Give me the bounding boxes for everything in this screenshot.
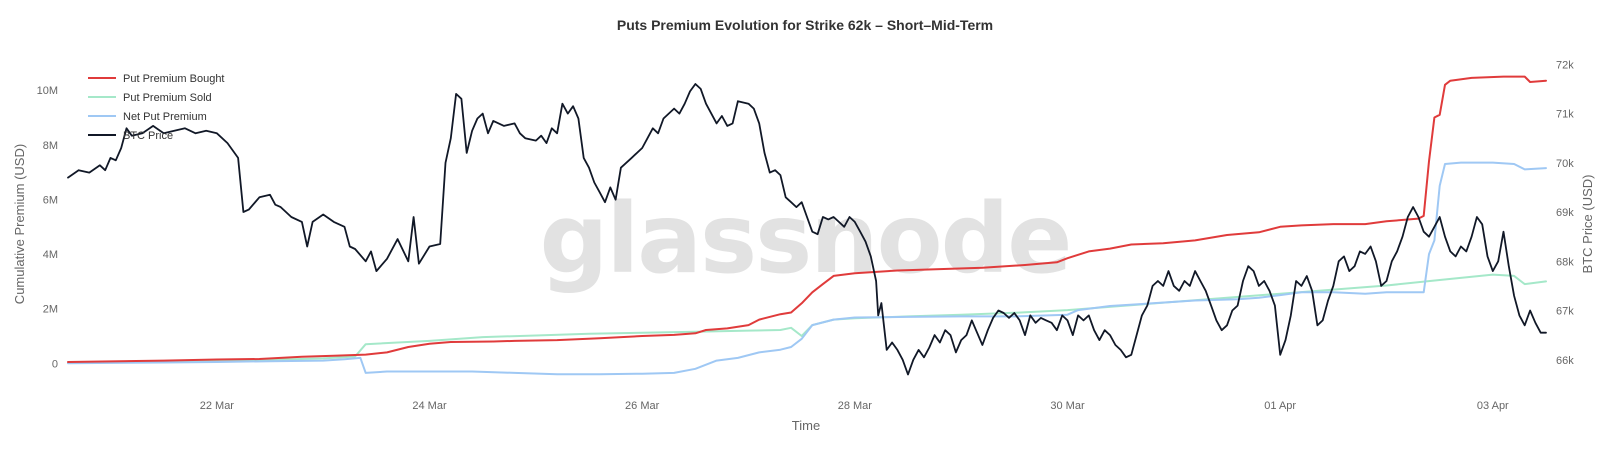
y-tick-label: 4M: [43, 249, 58, 261]
x-tick-label: 22 Mar: [200, 400, 235, 412]
y2-tick-label: 72k: [1556, 59, 1574, 71]
x-tick-label: 03 Apr: [1477, 400, 1509, 412]
y2-tick-label: 67k: [1556, 306, 1574, 318]
x-tick-label: 01 Apr: [1264, 400, 1296, 412]
y-tick-label: 2M: [43, 304, 58, 316]
legend-label: BTC Price: [123, 130, 173, 142]
y2-tick-label: 70k: [1556, 158, 1574, 170]
y-tick-label: 6M: [43, 194, 58, 206]
y-tick-label: 10M: [37, 85, 58, 97]
x-tick-label: 30 Mar: [1050, 400, 1085, 412]
x-tick-label: 24 Mar: [412, 400, 447, 412]
x-axis-label: Time: [792, 418, 820, 433]
y-tick-label: 8M: [43, 140, 58, 152]
x-tick-label: 28 Mar: [838, 400, 873, 412]
legend-label: Net Put Premium: [123, 111, 207, 123]
y2-axis-label: BTC Price (USD): [1580, 175, 1595, 274]
y2-tick-label: 68k: [1556, 256, 1574, 268]
y-axis-label: Cumulative Premium (USD): [12, 144, 27, 304]
right-axis: 66k 67k 68k 69k 70k 71k 72k: [1556, 59, 1574, 366]
y2-tick-label: 66k: [1556, 355, 1574, 367]
series-layer: [67, 75, 1547, 376]
series-line-net-put-premium: [67, 161, 1547, 376]
left-axis: 0 2M 4M 6M 8M 10M: [37, 85, 58, 370]
chart-title: Puts Premium Evolution for Strike 62k – …: [617, 17, 993, 33]
legend: Put Premium Bought Put Premium Sold Net Pu…: [88, 73, 225, 142]
series-line-put-premium-bought: [67, 75, 1547, 363]
x-tick-label: 26 Mar: [625, 400, 660, 412]
legend-label: Put Premium Sold: [123, 92, 212, 104]
watermark-text: glassnode: [540, 183, 1071, 295]
y-tick-label: 0: [52, 358, 58, 370]
series-line-btc-price: [67, 83, 1547, 376]
legend-label: Put Premium Bought: [123, 73, 225, 85]
x-axis: 22 Mar 24 Mar 26 Mar 28 Mar 30 Mar 01 Apr 03 A…: [200, 400, 1509, 412]
y2-tick-label: 69k: [1556, 207, 1574, 219]
y2-tick-label: 71k: [1556, 109, 1574, 121]
